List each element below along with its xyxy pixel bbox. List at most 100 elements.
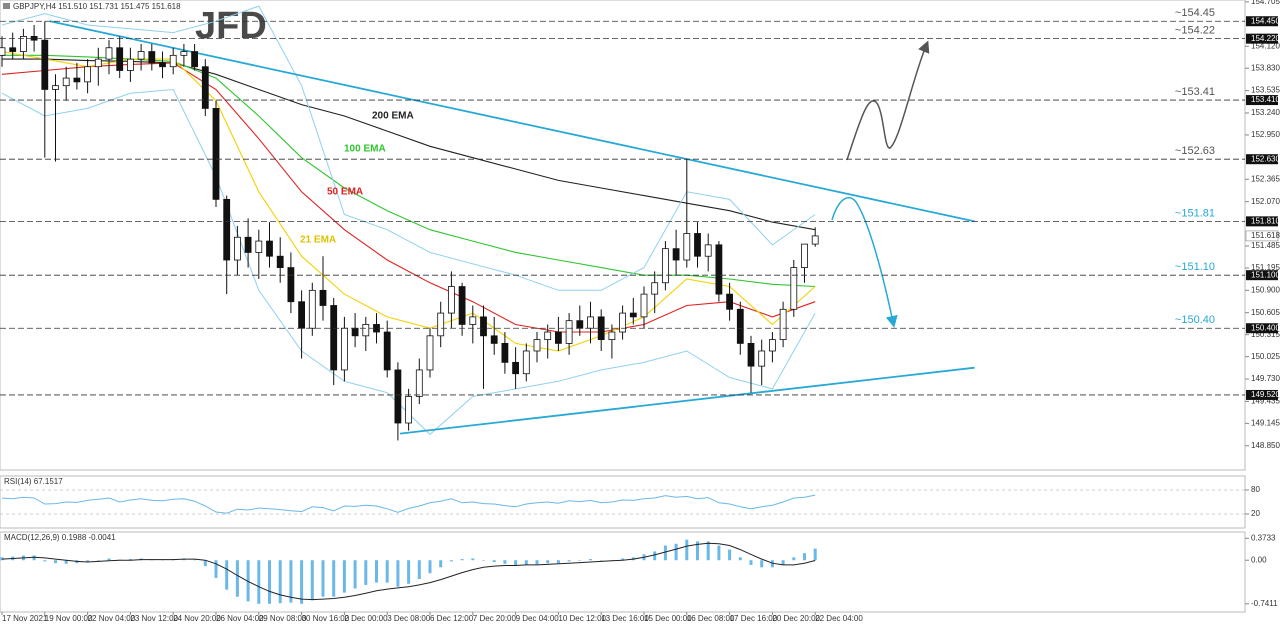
ema-label: 21 EMA bbox=[300, 235, 336, 246]
y-tick-label: 80 bbox=[1251, 485, 1260, 494]
ema-label: 50 EMA bbox=[327, 187, 363, 198]
y-tick-label: 149.730 bbox=[1251, 374, 1280, 383]
x-tick-label: 24 Nov 20:00 bbox=[173, 614, 221, 623]
level-axis-label: 154.220 bbox=[1251, 34, 1280, 43]
candle-body bbox=[308, 289, 316, 329]
macd-bar bbox=[246, 560, 250, 602]
x-tick-label: 26 Nov 04:00 bbox=[216, 614, 264, 623]
macd-header: MACD(12,26,9) 0.1988 -0.0041 bbox=[4, 533, 116, 542]
ema-line bbox=[1, 62, 816, 333]
level-label: ~151.10 bbox=[1175, 261, 1215, 273]
candle-body bbox=[330, 305, 338, 371]
y-tick-label: 150.900 bbox=[1251, 285, 1280, 294]
x-tick-label: 30 Nov 16:00 bbox=[302, 614, 350, 623]
rsi-panel bbox=[0, 475, 1246, 529]
y-tick-label: -0.7411 bbox=[1251, 599, 1278, 608]
candle-body bbox=[105, 47, 113, 60]
macd-bar bbox=[321, 560, 325, 597]
candle-body bbox=[726, 293, 733, 310]
macd-bar bbox=[728, 549, 732, 561]
macd-bar bbox=[396, 560, 400, 587]
level-axis-box bbox=[1246, 95, 1278, 106]
y-tick-label: 0.00 bbox=[1251, 555, 1267, 564]
level-axis-label: 149.520 bbox=[1251, 390, 1280, 399]
x-tick-label: 29 Nov 08:00 bbox=[259, 614, 307, 623]
trendline bbox=[49, 20, 975, 223]
candle-body bbox=[180, 51, 188, 56]
signal-line bbox=[1, 542, 816, 601]
level-label: ~150.40 bbox=[1175, 314, 1215, 326]
candle-body bbox=[52, 85, 59, 90]
level-axis-label: 153.410 bbox=[1251, 95, 1280, 104]
candle-body bbox=[608, 331, 616, 341]
macd-bar bbox=[353, 560, 357, 589]
level-axis-label: 151.100 bbox=[1251, 270, 1280, 279]
candle-body bbox=[148, 51, 156, 64]
candle-body bbox=[769, 339, 776, 352]
macd-bar bbox=[674, 543, 678, 561]
candle-body bbox=[340, 327, 348, 371]
macd-bar bbox=[696, 541, 699, 561]
x-tick-label: 19 Nov 00:00 bbox=[45, 614, 93, 623]
y-tick-label: 154.705 bbox=[1251, 0, 1280, 6]
macd-bar bbox=[278, 560, 282, 604]
macd-bar bbox=[482, 560, 485, 561]
symbol-icon bbox=[3, 3, 10, 9]
level-axis-box bbox=[1246, 323, 1278, 334]
macd-bar bbox=[385, 560, 389, 583]
macd-bar bbox=[717, 545, 721, 561]
macd-bar bbox=[621, 558, 625, 561]
level-axis-box bbox=[1246, 16, 1278, 27]
y-tick-label: 150.605 bbox=[1251, 308, 1280, 317]
candle-body bbox=[683, 233, 691, 261]
candle-body bbox=[84, 66, 91, 83]
candle-body bbox=[319, 289, 327, 306]
candle-body bbox=[426, 335, 434, 371]
macd-bar bbox=[706, 541, 710, 561]
candle-body bbox=[159, 62, 166, 68]
candle-body bbox=[41, 39, 49, 90]
x-tick-label: 13 Dec 16:00 bbox=[601, 614, 649, 623]
candle-body bbox=[640, 293, 648, 318]
macd-bar bbox=[449, 560, 453, 562]
rsi-line bbox=[1, 494, 816, 514]
candle-body bbox=[255, 240, 263, 253]
level-axis-label: 152.630 bbox=[1251, 154, 1280, 163]
macd-bar bbox=[738, 557, 742, 561]
macd-bar bbox=[203, 560, 207, 567]
macd-bar bbox=[32, 555, 36, 561]
candle-body bbox=[512, 361, 519, 375]
candle-body bbox=[544, 331, 552, 341]
candle-body bbox=[458, 286, 466, 325]
current-price-box bbox=[1245, 230, 1279, 242]
macd-bar bbox=[524, 560, 528, 565]
macd-bar bbox=[407, 560, 411, 584]
band-line bbox=[1, 88, 816, 436]
candle-body bbox=[651, 282, 659, 295]
candle-body bbox=[73, 77, 81, 83]
level-axis-box bbox=[1246, 270, 1278, 281]
level-axis-label: 151.810 bbox=[1251, 216, 1280, 225]
macd-bar bbox=[749, 560, 753, 565]
y-tick-label: 153.240 bbox=[1251, 108, 1280, 117]
y-tick-label: 152.365 bbox=[1251, 174, 1280, 183]
candle-body bbox=[555, 331, 562, 344]
macd-bar bbox=[54, 560, 57, 564]
macd-bar bbox=[770, 560, 774, 568]
candle-body bbox=[587, 316, 594, 329]
macd-bar bbox=[128, 559, 132, 561]
macd-bar bbox=[417, 560, 421, 580]
candle-body bbox=[127, 58, 134, 71]
macd-bar bbox=[599, 560, 603, 561]
candle-body bbox=[522, 350, 530, 375]
x-tick-label: 17 Dec 16:00 bbox=[730, 614, 778, 623]
x-tick-label: 10 Dec 12:00 bbox=[558, 614, 606, 623]
y-tick-label: 150.025 bbox=[1251, 352, 1280, 361]
macd-bar bbox=[663, 545, 667, 561]
macd-bar bbox=[813, 548, 817, 561]
macd-bar bbox=[64, 560, 68, 564]
macd-bar bbox=[375, 560, 378, 583]
y-tick-label: 151.195 bbox=[1251, 263, 1280, 272]
macd-bar bbox=[578, 560, 582, 561]
